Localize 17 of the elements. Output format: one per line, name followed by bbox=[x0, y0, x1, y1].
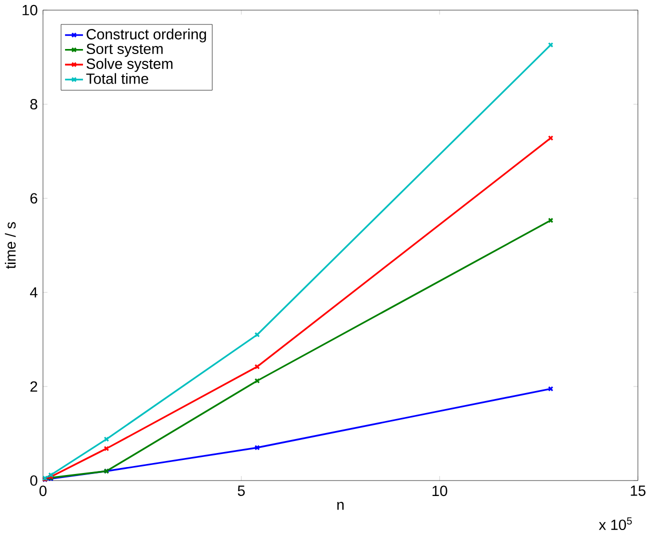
legend-label: Total time bbox=[86, 73, 148, 84]
y-tick-label: 0 bbox=[30, 475, 38, 486]
x-tick-label: 5 bbox=[238, 486, 245, 496]
x-tick-label: 0 bbox=[39, 486, 47, 496]
y-tick-label: 8 bbox=[30, 99, 38, 110]
x-axis-title: n bbox=[337, 502, 344, 510]
legend-label: Solve system bbox=[86, 58, 172, 72]
x-tick-label: 15 bbox=[630, 486, 646, 496]
y-axis-title: time / s bbox=[4, 222, 16, 269]
legend-label: Sort system bbox=[86, 44, 163, 57]
y-tick-label: 10 bbox=[22, 4, 38, 16]
y-tick-label: 4 bbox=[30, 287, 38, 298]
x-tick-label: 10 bbox=[432, 486, 448, 496]
text: x 10$^{5}$ bbox=[598, 517, 632, 530]
legend-label: Construct ordering bbox=[86, 28, 206, 42]
y-tick-label: 2 bbox=[30, 381, 38, 392]
y-tick-label: 6 bbox=[30, 193, 38, 204]
